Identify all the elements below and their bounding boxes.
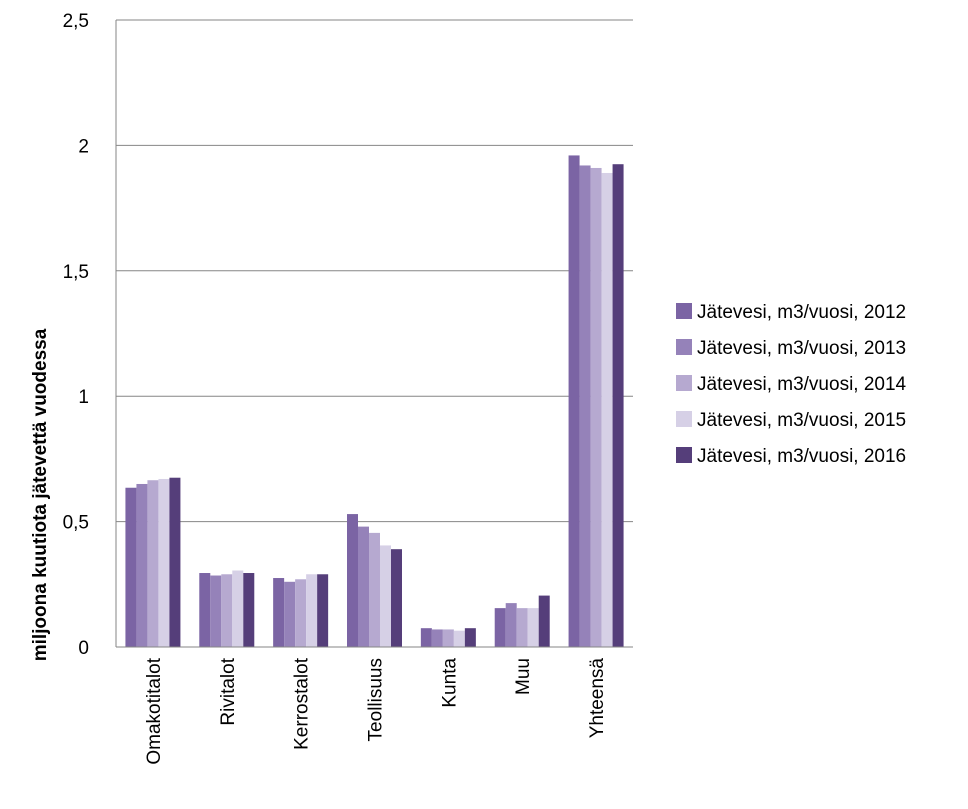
legend-swatch [676,447,692,463]
x-tick-label: Teollisuus [366,658,387,741]
x-tick-label: Muu [513,658,534,695]
gridlines [116,19,633,523]
legend: Jätevesi, m3/vuosi, 2012 Jätevesi, m3/vuo… [676,302,907,467]
bar [527,608,539,647]
bar [317,574,329,647]
bar [453,630,465,647]
bar [243,573,255,647]
x-tick-label: Rivitalot [218,657,239,725]
legend-label: Jätevesi, m3/vuosi, 2015 [697,410,906,431]
bar [590,167,602,648]
legend-swatch [676,411,692,427]
y-tick-label: 0,5 [63,513,89,534]
bar [420,628,432,647]
x-tick-label: Yhteensä [587,658,608,739]
bar [494,608,506,647]
bar [380,545,391,647]
legend-label: Jätevesi, m3/vuosi, 2012 [697,302,906,323]
bar [612,164,624,647]
bar [601,172,613,647]
bar [232,570,244,647]
bar [568,155,580,647]
bar [579,165,591,648]
axes [115,20,633,648]
bar [221,574,233,647]
legend-swatch [676,375,692,391]
x-tick-label: Omakotitalot [144,657,165,764]
bar [125,487,137,647]
bar [442,629,454,647]
bar [516,608,528,647]
bar [431,629,443,647]
x-tick-label: Kunta [439,658,460,708]
bar [464,628,476,647]
bar [347,514,358,647]
bar [538,595,550,647]
bar [369,532,380,647]
legend-swatch [676,339,692,355]
bar [210,575,222,647]
legend-label: Jätevesi, m3/vuosi, 2014 [697,374,907,395]
bar [505,603,517,647]
y-axis-label: miljoona kuutiota jätevettä vuodessa [30,328,51,661]
x-tick-label: Kerrostalot [292,657,313,750]
bar [391,549,402,647]
bar [136,483,148,647]
y-tick-label: 2 [78,136,89,157]
y-tick-label: 2,5 [63,11,89,32]
bar [358,526,369,647]
bar [199,573,211,647]
y-tick-label: 1,5 [63,262,89,283]
bar [273,578,285,647]
bars [125,155,624,648]
legend-swatch [676,303,692,319]
legend-label: Jätevesi, m3/vuosi, 2016 [697,446,906,467]
bar [169,477,181,647]
bar [295,579,307,647]
x-tick-labels: Omakotitalot Rivitalot Kerrostalot Teollisu… [144,657,608,764]
y-tick-labels: 0 0,5 1 1,5 2 2,5 [63,11,89,659]
bar [306,574,318,647]
y-tick-label: 0 [78,638,89,659]
bar [158,478,170,647]
legend-label: Jätevesi, m3/vuosi, 2013 [697,338,906,359]
bar [147,480,159,647]
bar [284,581,296,647]
y-tick-label: 1 [78,387,89,408]
